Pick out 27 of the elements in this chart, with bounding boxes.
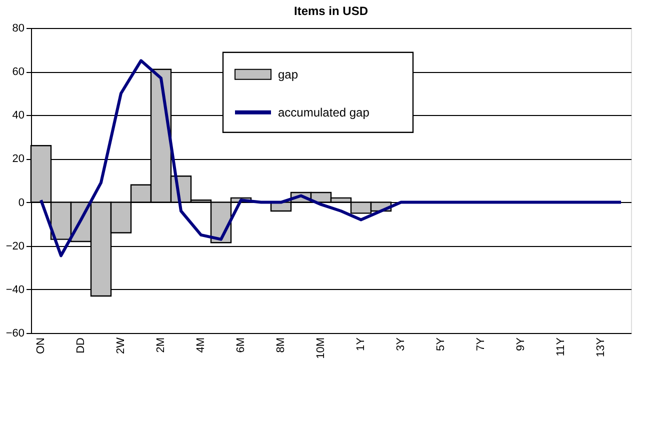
- y-tick-label: −20: [6, 240, 24, 252]
- y-tick-label: 0: [18, 196, 24, 209]
- y-tick-label: 60: [12, 66, 24, 78]
- y-tick-label: −60: [6, 328, 24, 340]
- x-tick-label: 13Y: [595, 336, 607, 358]
- x-tick-label: ON: [35, 337, 47, 354]
- line-series: [40, 59, 622, 258]
- legend-label: accumulated gap: [278, 105, 370, 120]
- x-tick-label: 10M: [315, 338, 327, 359]
- y-tick-label: 20: [12, 153, 24, 166]
- x-tick-label: 8M: [275, 338, 287, 353]
- y-tick-label: 80: [12, 22, 24, 34]
- x-tick-label: 4M: [195, 338, 207, 353]
- legend-label: gap: [278, 67, 298, 82]
- y-tick-label: 40: [12, 110, 24, 122]
- x-tick-label: 7Y: [475, 336, 487, 351]
- x-tick-label: 9Y: [515, 336, 527, 351]
- x-tick-label: 2M: [155, 338, 167, 353]
- y-tick-label: −40: [6, 284, 24, 296]
- x-tick-label: DD: [75, 337, 87, 354]
- chart-title: Items in USD: [294, 4, 368, 18]
- x-tick-label: 6M: [235, 338, 247, 353]
- x-tick-label: 5Y: [435, 336, 447, 351]
- x-tick-label: 1Y: [355, 336, 367, 351]
- x-tick-label: 11Y: [555, 336, 567, 356]
- x-tick-label: 3Y: [395, 336, 407, 351]
- x-tick-label: 2W: [115, 336, 127, 354]
